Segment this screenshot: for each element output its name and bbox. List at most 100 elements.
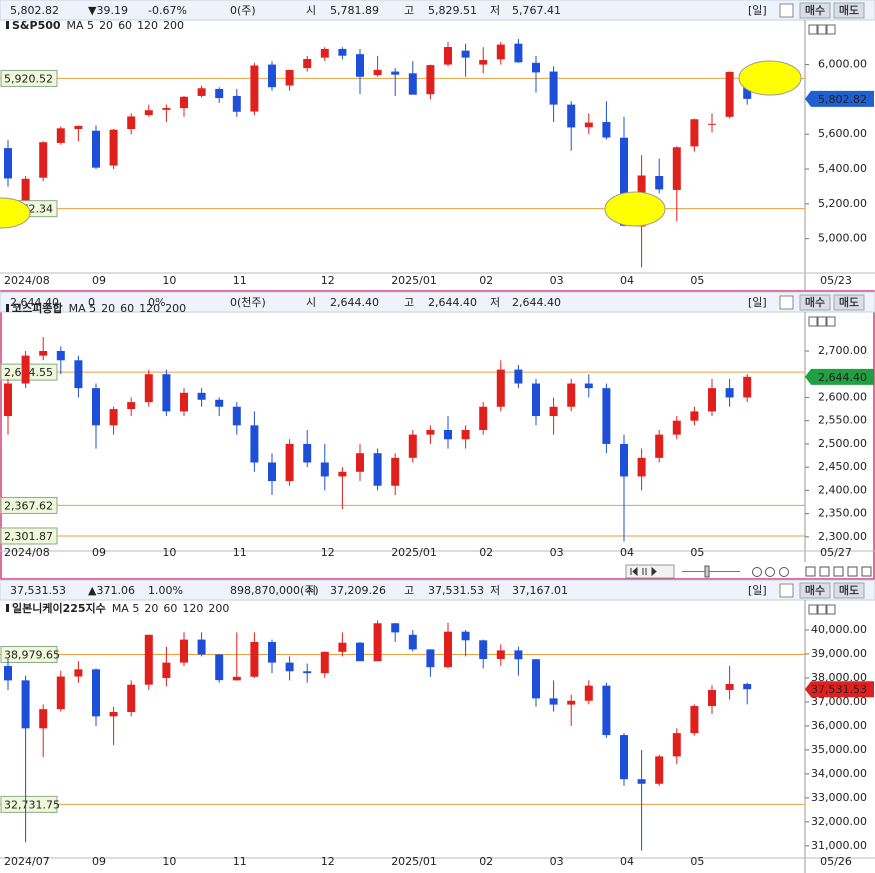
last-price-label: 37,531.53 — [811, 683, 867, 696]
y-tick-label: 36,000.00 — [811, 719, 867, 732]
candle-body — [514, 369, 523, 384]
candle-body — [743, 376, 752, 398]
y-tick-label: 2,300.00 — [818, 530, 867, 543]
candle-body — [496, 369, 505, 407]
settings-icon — [779, 3, 794, 18]
ma-legend: 20 — [101, 302, 115, 315]
candle-body — [708, 689, 716, 707]
reference-label-box — [0, 645, 58, 663]
ma-legend: 20 — [144, 602, 158, 615]
candle-body — [56, 350, 65, 361]
candle-body — [408, 634, 417, 650]
candle-body — [637, 779, 646, 784]
candle-body — [725, 683, 734, 690]
candle-body — [109, 712, 118, 717]
ma-legend: MA 5 — [67, 19, 95, 32]
candle-body — [373, 453, 382, 486]
chart-title: S&P500 — [12, 19, 61, 32]
candle-body — [338, 642, 347, 652]
candle-body — [532, 383, 540, 417]
header-high: 37,531.53 — [428, 584, 484, 597]
y-tick-label: 31,000.00 — [811, 839, 867, 852]
header-high: 5,829.51 — [428, 4, 477, 17]
candle-body — [74, 125, 83, 129]
ma-legend: 60 — [163, 602, 177, 615]
header-buy: 매수 — [805, 296, 825, 309]
candle-body — [303, 671, 312, 674]
y-tick-label: 5,400.00 — [818, 162, 867, 175]
candle-body — [532, 659, 540, 699]
candle-body — [532, 62, 540, 73]
x-tick-label: 2024/08 — [4, 274, 50, 287]
reference-label-box — [0, 69, 58, 87]
candle-body — [74, 360, 83, 389]
header-low-label: 저 — [490, 296, 500, 309]
header-button — [799, 582, 831, 599]
x-tick-label: 09 — [92, 274, 106, 287]
x-tick-label: 09 — [92, 546, 106, 559]
scale-button — [826, 24, 836, 35]
header-period: [일] — [748, 583, 767, 597]
candle-body — [232, 406, 241, 426]
scale-button — [826, 316, 836, 327]
candle-body — [408, 73, 417, 95]
end-date: 05/27 — [820, 546, 852, 559]
playback-controls[interactable] — [625, 564, 675, 579]
header-open: 2,644.40 — [330, 296, 379, 309]
scale-button — [826, 604, 836, 615]
candle-body — [56, 676, 65, 710]
candle-body — [215, 654, 224, 681]
candle-body — [584, 685, 593, 701]
x-tick-label: 12 — [321, 855, 335, 868]
candle-body — [356, 54, 364, 77]
reference-label: 2,301.87 — [4, 530, 53, 543]
candle-body — [92, 130, 100, 168]
x-tick-label: 03 — [550, 855, 564, 868]
header-low: 5,767.41 — [512, 4, 561, 17]
toolbar — [625, 564, 872, 579]
candle-body — [338, 471, 347, 477]
candle-body — [461, 631, 470, 641]
last-price-box — [805, 90, 874, 107]
candle-body — [268, 641, 276, 663]
header-volume: 0(주) — [230, 4, 256, 17]
highlight-ellipse — [604, 191, 666, 227]
scale-button — [817, 316, 827, 327]
header-bar — [0, 0, 875, 21]
x-tick-label: 09 — [92, 855, 106, 868]
header-sell: 매도 — [839, 584, 859, 597]
ma-legend: 60 — [120, 302, 134, 315]
candle-body — [496, 44, 505, 60]
ma-legend: MA 5 — [112, 602, 140, 615]
x-tick-label: 05 — [690, 855, 704, 868]
candle-body — [602, 685, 611, 736]
candle-body — [180, 96, 188, 109]
candle-body — [109, 129, 118, 166]
tool-icons[interactable] — [752, 566, 872, 577]
candle-body — [356, 642, 364, 662]
reference-label-box — [0, 496, 58, 514]
header-open-label: 시 — [306, 4, 316, 17]
candle-body — [373, 69, 382, 76]
y-tick-label: 2,700.00 — [818, 344, 867, 357]
candle-body — [215, 399, 224, 407]
header-high-label: 고 — [404, 4, 414, 17]
x-tick-label: 11 — [233, 546, 247, 559]
last-price-label: 2,644.40 — [818, 371, 867, 384]
x-tick-label: 03 — [550, 546, 564, 559]
y-tick-label: 2,550.00 — [818, 414, 867, 427]
y-tick-label: 2,350.00 — [818, 507, 867, 520]
reference-label-box — [0, 795, 58, 813]
candle-body — [584, 122, 593, 128]
y-tick-label: 34,000.00 — [811, 767, 867, 780]
reference-label: 5,920.52 — [4, 72, 53, 85]
slider-thumb[interactable] — [704, 565, 710, 578]
header-button — [833, 2, 865, 19]
x-tick-label: 04 — [620, 855, 634, 868]
y-tick-label: 5,200.00 — [818, 197, 867, 210]
header-change: ▲371.06 — [88, 584, 135, 597]
candle-body — [250, 65, 259, 112]
candle-body — [391, 71, 400, 75]
candle-body — [690, 119, 699, 147]
header-change: 0 — [88, 296, 95, 309]
